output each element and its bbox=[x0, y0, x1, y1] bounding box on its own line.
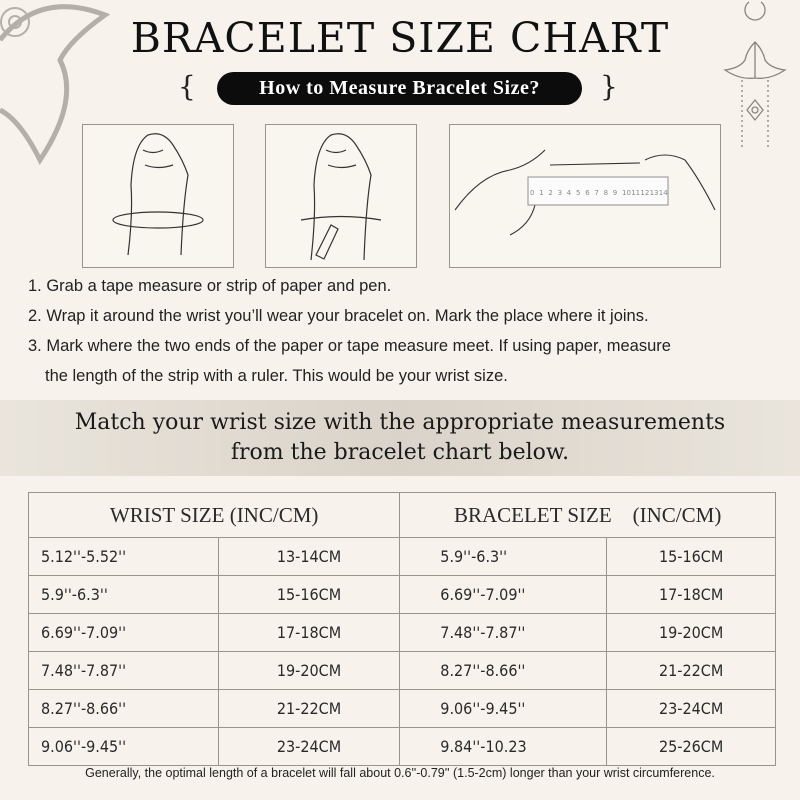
left-flourish-icon: { bbox=[178, 70, 196, 103]
bracelet-inch-cell: 9.84''-10.23 bbox=[399, 727, 608, 766]
wrist-cm-cell: 23-24CM bbox=[217, 727, 401, 766]
ruler-label: 2 bbox=[548, 189, 552, 197]
ruler-label: 3 bbox=[558, 189, 562, 197]
header-wrist-size: WRIST SIZE (INC/CM) bbox=[27, 492, 401, 538]
ruler-label: 0 bbox=[530, 189, 534, 197]
instruction-banner: Match your wrist size with the appropria… bbox=[0, 400, 800, 476]
bracelet-cm-cell: 19-20CM bbox=[606, 613, 776, 652]
hand-wrap-icon bbox=[112, 133, 204, 256]
ruler-label: 6 bbox=[585, 189, 590, 197]
size-table: WRIST SIZE (INC/CM) BRACELET SIZE (INC/C… bbox=[27, 492, 776, 766]
ruler-label: 11 bbox=[631, 189, 640, 197]
footnote: Generally, the optimal length of a brace… bbox=[85, 766, 715, 780]
header-bracelet-size: BRACELET SIZE (INC/CM) bbox=[399, 492, 776, 538]
bracelet-cm-cell: 21-22CM bbox=[606, 651, 776, 690]
bracelet-cm-cell: 25-26CM bbox=[606, 727, 776, 766]
ruler-label: 12 bbox=[640, 189, 649, 197]
ruler-label: 4 bbox=[567, 189, 572, 197]
wrist-inch-cell: 9.06''-9.45'' bbox=[28, 727, 219, 766]
wrist-cm-cell: 21-22CM bbox=[217, 689, 401, 728]
right-flourish-icon: } bbox=[600, 70, 618, 103]
bracelet-inch-cell: 8.27''-8.66'' bbox=[399, 651, 608, 690]
step-1: 1. Grab a tape measure or strip of paper… bbox=[28, 277, 392, 295]
wrist-inch-cell: 6.69''-7.09'' bbox=[28, 613, 219, 652]
lotus-hanging-decoration-icon bbox=[723, 1, 787, 150]
table-row: 8.27''-8.66'' 21-22CM 9.06''-9.45'' 23-24CM bbox=[28, 689, 776, 728]
bracelet-inch-cell: 6.69''-7.09'' bbox=[399, 575, 608, 614]
table-row: 5.12''-5.52'' 13-14CM 5.9''-6.3'' 15-16CM bbox=[28, 537, 776, 576]
table-row: 9.06''-9.45'' 23-24CM 9.84''-10.23 25-26CM bbox=[28, 727, 776, 766]
ruler-label: 9 bbox=[613, 189, 617, 197]
step-3: 3. Mark where the two ends of the paper … bbox=[28, 337, 671, 355]
mandala-decoration-icon bbox=[0, 4, 110, 165]
wrist-inch-cell: 5.12''-5.52'' bbox=[28, 537, 219, 576]
ruler-label: 5 bbox=[576, 189, 580, 197]
bracelet-cm-cell: 23-24CM bbox=[606, 689, 776, 728]
banner-line-1: Match your wrist size with the appropria… bbox=[74, 410, 726, 435]
bracelet-inch-cell: 9.06''-9.45'' bbox=[399, 689, 608, 728]
ruler-label: 7 bbox=[594, 189, 598, 197]
instructions-list: 1. Grab a tape measure or strip of paper… bbox=[28, 271, 671, 391]
subtitle-pill: How to Measure Bracelet Size? bbox=[217, 72, 582, 105]
ruler-label: 1 bbox=[539, 189, 543, 197]
wrist-cm-cell: 13-14CM bbox=[217, 537, 401, 576]
wrist-inch-cell: 7.48''-7.87'' bbox=[28, 651, 219, 690]
wrist-cm-cell: 15-16CM bbox=[217, 575, 401, 614]
page-title: BRACELET SIZE CHART bbox=[130, 14, 670, 62]
ruler-label: 13 bbox=[650, 189, 659, 197]
wrist-cm-cell: 17-18CM bbox=[217, 613, 401, 652]
wrist-cm-cell: 19-20CM bbox=[217, 651, 401, 690]
illustration-ruler: 0 1 2 3 4 5 6 7 8 9 10 11 12 13 14 bbox=[449, 124, 721, 268]
wrist-inch-cell: 5.9''-6.3'' bbox=[28, 575, 219, 614]
bracelet-inch-cell: 7.48''-7.87'' bbox=[399, 613, 608, 652]
table-row: 7.48''-7.87'' 19-20CM 8.27''-8.66'' 21-22CM bbox=[28, 651, 776, 690]
hand-mark-icon bbox=[300, 133, 382, 261]
ruler-label: 8 bbox=[604, 189, 608, 197]
illustration-wrap-wrist bbox=[82, 124, 234, 268]
ruler-label: 14 bbox=[659, 189, 668, 197]
bracelet-cm-cell: 15-16CM bbox=[606, 537, 776, 576]
illustration-mark-wrist bbox=[265, 124, 417, 268]
step-2: 2. Wrap it around the wrist you’ll wear … bbox=[28, 307, 649, 325]
bracelet-cm-cell: 17-18CM bbox=[606, 575, 776, 614]
table-row: 6.69''-7.09'' 17-18CM 7.48''-7.87'' 19-20CM bbox=[28, 613, 776, 652]
ruler-label: 10 bbox=[622, 189, 631, 197]
table-row: 5.9''-6.3'' 15-16CM 6.69''-7.09'' 17-18CM bbox=[28, 575, 776, 614]
banner-line-2: from the bracelet chart below. bbox=[230, 440, 570, 465]
wrist-inch-cell: 8.27''-8.66'' bbox=[28, 689, 219, 728]
bracelet-inch-cell: 5.9''-6.3'' bbox=[399, 537, 608, 576]
step-3-continued: the length of the strip with a ruler. Th… bbox=[45, 367, 508, 385]
hands-ruler-icon: 0 1 2 3 4 5 6 7 8 9 10 11 12 13 14 bbox=[454, 149, 716, 236]
